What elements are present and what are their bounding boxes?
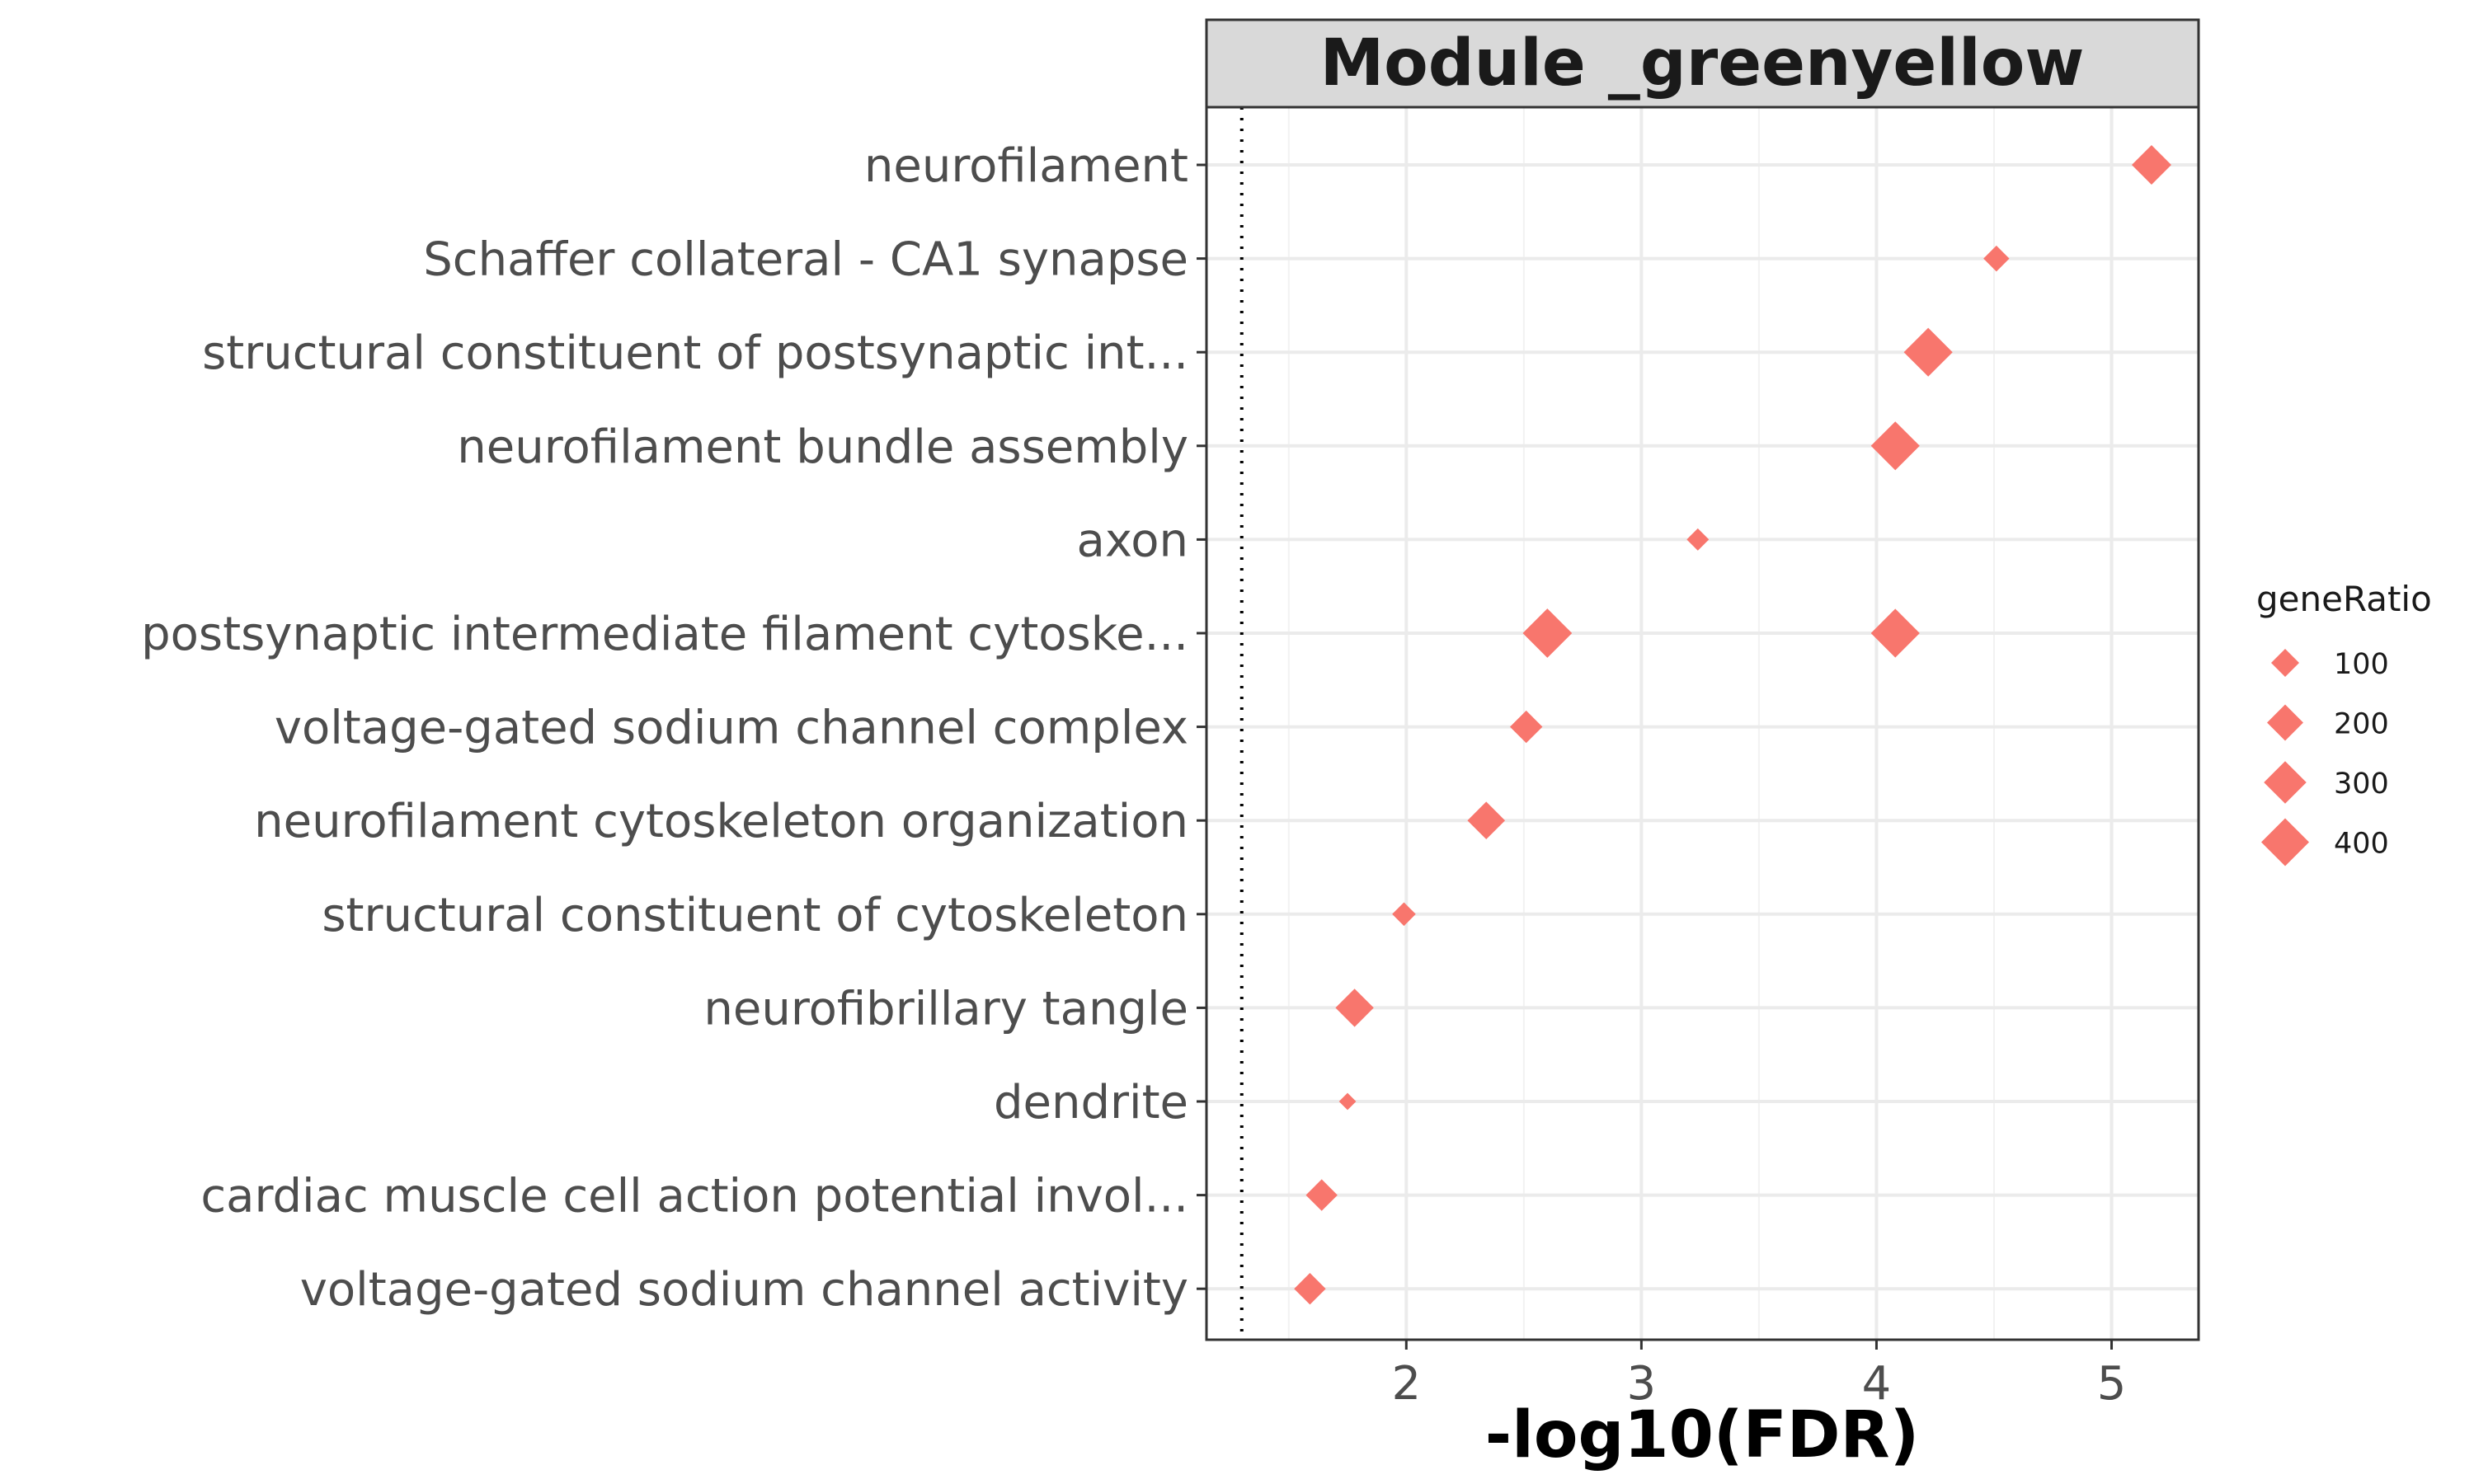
x-axis: 2 3 4 5 <box>1391 1340 2126 1411</box>
y-tick-label: neurofilament <box>864 139 1188 193</box>
x-tick-label: 3 <box>1627 1357 1657 1411</box>
data-point <box>1294 1273 1326 1305</box>
y-axis: neurofilament Schaffer collateral - CA1 s… <box>141 139 1206 1317</box>
plot-panel-border <box>1205 106 2200 1341</box>
x-tick-label: 4 <box>1862 1357 1892 1411</box>
points-layer <box>1294 145 2171 1305</box>
legend-label: 400 <box>2334 828 2389 861</box>
y-tick-label: voltage-gated sodium channel activity <box>300 1263 1188 1317</box>
data-point <box>1338 1092 1357 1111</box>
y-tick-label: axon <box>1077 514 1189 567</box>
legend-title: geneRatio <box>2256 579 2432 619</box>
y-tick-label: neurofilament bundle assembly <box>457 420 1188 474</box>
data-point <box>1522 608 1573 658</box>
y-tick-label: structural constituent of postsynaptic i… <box>202 326 1188 380</box>
data-point <box>1392 902 1416 927</box>
data-point <box>1686 528 1710 551</box>
x-axis-title: -log10(FDR) <box>1485 1398 1919 1472</box>
data-point <box>2132 145 2171 185</box>
data-point <box>1305 1179 1338 1211</box>
grid-layer <box>1206 107 2199 1340</box>
data-point <box>1903 327 1953 377</box>
x-tick-label: 2 <box>1391 1357 1421 1411</box>
legend-label: 100 <box>2334 648 2389 681</box>
y-tick-label: neurofilament cytoskeleton organization <box>254 795 1188 848</box>
data-point <box>1467 801 1506 839</box>
y-tick-label: voltage-gated sodium channel complex <box>275 702 1188 755</box>
y-tick-label: dendrite <box>994 1076 1188 1129</box>
data-point <box>1870 421 1920 471</box>
data-point <box>1335 989 1374 1027</box>
legend-label: 300 <box>2334 768 2389 801</box>
y-tick-label: neurofibrillary tangle <box>703 982 1188 1036</box>
data-point <box>1983 245 2010 272</box>
legend-symbol <box>2271 649 2299 677</box>
y-tick-label: Schaffer collateral - CA1 synapse <box>423 233 1188 287</box>
chart-title: Module _greenyellow <box>1320 26 2085 101</box>
data-point <box>1509 710 1543 744</box>
data-point <box>1870 608 1920 658</box>
legend-symbol <box>2261 818 2309 866</box>
plot-panel <box>1206 107 2199 1340</box>
legend: geneRatio 100 200 300 400 <box>2256 579 2432 866</box>
y-tick-label: cardiac muscle cell action potential inv… <box>200 1170 1188 1223</box>
legend-symbol <box>2267 704 2303 741</box>
legend-label: 200 <box>2334 708 2389 741</box>
y-tick-label: structural constituent of cytoskeleton <box>322 889 1188 942</box>
legend-symbol <box>2264 761 2307 804</box>
x-tick-label: 5 <box>2097 1357 2127 1411</box>
y-tick-label: postsynaptic intermediate filament cytos… <box>141 608 1188 661</box>
strip-background <box>1205 18 2200 109</box>
